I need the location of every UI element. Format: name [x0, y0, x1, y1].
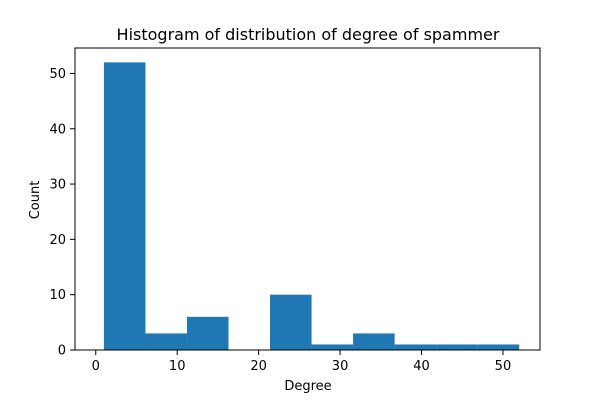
y-tick-label: 30	[49, 178, 66, 193]
x-tick-label: 40	[413, 359, 430, 374]
y-tick-label: 0	[58, 344, 66, 359]
y-tick-label: 40	[49, 122, 66, 137]
x-tick-label: 30	[332, 359, 349, 374]
histogram-bar	[353, 333, 395, 350]
x-tick-label: 10	[169, 359, 186, 374]
x-tick-label: 0	[92, 359, 100, 374]
histogram-bar	[186, 316, 229, 350]
y-axis-ticks: 0 10 20 30 40 50	[49, 67, 75, 359]
histogram-bar	[145, 333, 187, 350]
histogram-bar	[436, 344, 478, 350]
y-tick-label: 50	[49, 67, 66, 82]
x-tick-label: 20	[250, 359, 267, 374]
x-axis-ticks: 0 10 20 30 40 50	[92, 350, 512, 374]
y-tick-label: 10	[49, 288, 66, 303]
x-axis-title: Degree	[284, 379, 331, 394]
histogram-bar	[103, 62, 146, 350]
y-axis-title: Count	[28, 181, 43, 220]
bars-group	[103, 62, 520, 350]
plot-frame	[74, 47, 541, 351]
histogram-bar	[394, 344, 437, 350]
histogram-bar	[311, 344, 354, 350]
histogram-bar	[477, 344, 520, 350]
x-tick-label: 50	[495, 359, 512, 374]
histogram-bar	[270, 294, 312, 350]
chart-title: Histogram of distribution of degree of s…	[117, 25, 500, 44]
y-tick-label: 20	[49, 233, 66, 248]
